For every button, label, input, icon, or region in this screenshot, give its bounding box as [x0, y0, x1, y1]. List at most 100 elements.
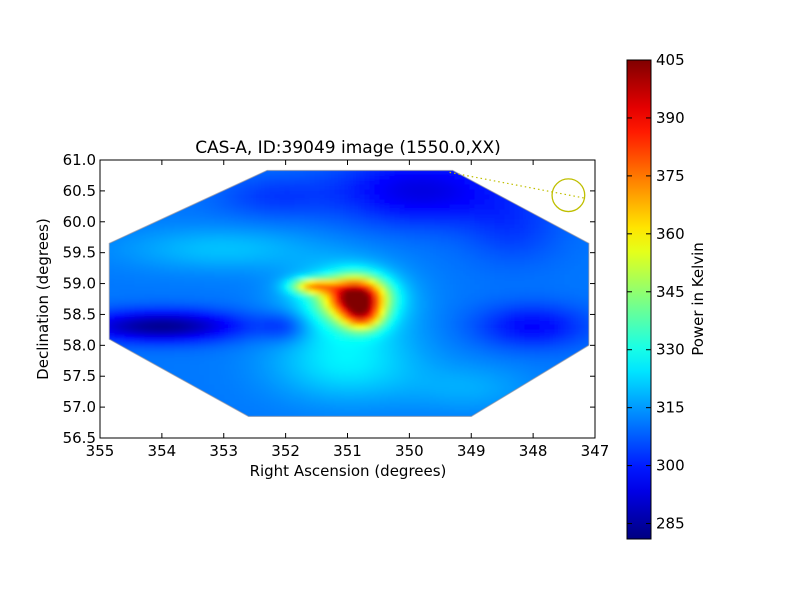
- heatmap-cell: [269, 254, 276, 261]
- heatmap-cell: [429, 199, 436, 206]
- heatmap-cell: [409, 414, 416, 417]
- heatmap-cell: [260, 430, 266, 436]
- heatmap-cell: [489, 209, 496, 216]
- heatmap-cell: [359, 299, 366, 306]
- heatmap-cell: [439, 354, 446, 361]
- heatmap-cell: [284, 254, 291, 261]
- heatmap-cell: [279, 189, 286, 196]
- heatmap-cell: [314, 299, 321, 306]
- heatmap-cell: [234, 199, 241, 206]
- heatmap-cell: [179, 224, 186, 231]
- heatmap-cell: [405, 420, 411, 426]
- heatmap-cell: [454, 309, 461, 316]
- heatmap-cell: [109, 334, 116, 341]
- heatmap-cell: [244, 289, 251, 296]
- heatmap-cell: [394, 184, 401, 191]
- heatmap-cell: [379, 194, 386, 201]
- heatmap-cell: [464, 319, 471, 326]
- heatmap-cell: [409, 299, 416, 306]
- heatmap-cell: [544, 170, 551, 176]
- heatmap-cell: [124, 244, 131, 251]
- heatmap-cell: [214, 339, 221, 346]
- heatmap-cell: [394, 284, 401, 291]
- heatmap-cell: [114, 354, 121, 361]
- heatmap-cell: [379, 394, 386, 401]
- heatmap-cell: [204, 309, 211, 316]
- heatmap-cell: [529, 384, 536, 391]
- heatmap-cell: [354, 364, 361, 371]
- heatmap-cell: [349, 244, 356, 251]
- heatmap-cell: [505, 165, 511, 171]
- heatmap-cell: [444, 339, 451, 346]
- heatmap-cell: [394, 349, 401, 356]
- heatmap-cell: [224, 209, 231, 216]
- heatmap-cell: [249, 389, 256, 396]
- heatmap-cell: [474, 349, 481, 356]
- heatmap-cell: [529, 244, 536, 251]
- heatmap-cell: [419, 369, 426, 376]
- heatmap-cell: [464, 374, 471, 381]
- heatmap-cell: [244, 404, 251, 411]
- heatmap-cell: [504, 279, 511, 286]
- heatmap-cell: [224, 170, 231, 176]
- heatmap-cell: [289, 179, 296, 186]
- heatmap-cell: [249, 249, 256, 256]
- heatmap-cell: [349, 274, 356, 281]
- heatmap-cell: [414, 354, 421, 361]
- heatmap-cell: [234, 359, 241, 366]
- heatmap-cell: [479, 264, 486, 271]
- heatmap-cell: [214, 359, 221, 366]
- heatmap-cell: [519, 199, 526, 206]
- heatmap-cell: [499, 324, 506, 331]
- heatmap-cell: [174, 319, 181, 326]
- heatmap-cell: [189, 209, 196, 216]
- heatmap-cell: [434, 174, 441, 181]
- heatmap-cell: [509, 254, 516, 261]
- heatmap-cell: [289, 344, 296, 351]
- heatmap-cell: [139, 294, 146, 301]
- heatmap-cell: [179, 259, 186, 266]
- heatmap-cell: [364, 194, 371, 201]
- heatmap-cell: [529, 389, 536, 396]
- heatmap-cell: [169, 389, 176, 396]
- heatmap-cell: [224, 349, 231, 356]
- heatmap-cell: [174, 269, 181, 276]
- heatmap-cell: [544, 174, 551, 181]
- heatmap-cell: [139, 194, 146, 201]
- heatmap-cell: [219, 304, 226, 311]
- heatmap-cell: [164, 344, 171, 351]
- heatmap-cell: [264, 199, 271, 206]
- heatmap-cell: [469, 274, 476, 281]
- heatmap-cell: [169, 284, 176, 291]
- heatmap-cell: [419, 399, 426, 406]
- heatmap-cell: [109, 174, 116, 181]
- heatmap-cell: [219, 404, 226, 411]
- heatmap-cell: [354, 309, 361, 316]
- heatmap-cell: [329, 354, 336, 361]
- heatmap-cell: [134, 219, 141, 226]
- heatmap-cell: [219, 314, 226, 321]
- heatmap-cell: [319, 414, 326, 417]
- heatmap-cell: [305, 425, 311, 431]
- heatmap-cell: [284, 349, 291, 356]
- heatmap-cell: [124, 394, 131, 401]
- heatmap-cell: [264, 414, 271, 417]
- heatmap-cell: [544, 199, 551, 206]
- heatmap-cell: [504, 214, 511, 221]
- heatmap-cell: [224, 304, 231, 311]
- heatmap-cell: [444, 399, 451, 406]
- heatmap-cell: [519, 399, 526, 406]
- heatmap-cell: [470, 425, 476, 431]
- heatmap-cell: [299, 184, 306, 191]
- heatmap-cell: [334, 359, 341, 366]
- heatmap-cell: [509, 414, 516, 417]
- heatmap-cell: [534, 314, 541, 321]
- heatmap-cell: [369, 364, 376, 371]
- heatmap-cell: [269, 204, 276, 211]
- heatmap-cell: [180, 425, 186, 431]
- heatmap-cell: [504, 264, 511, 271]
- heatmap-cell: [539, 359, 546, 366]
- heatmap-cell: [499, 279, 506, 286]
- heatmap-cell: [159, 414, 166, 417]
- heatmap-cell: [539, 329, 546, 336]
